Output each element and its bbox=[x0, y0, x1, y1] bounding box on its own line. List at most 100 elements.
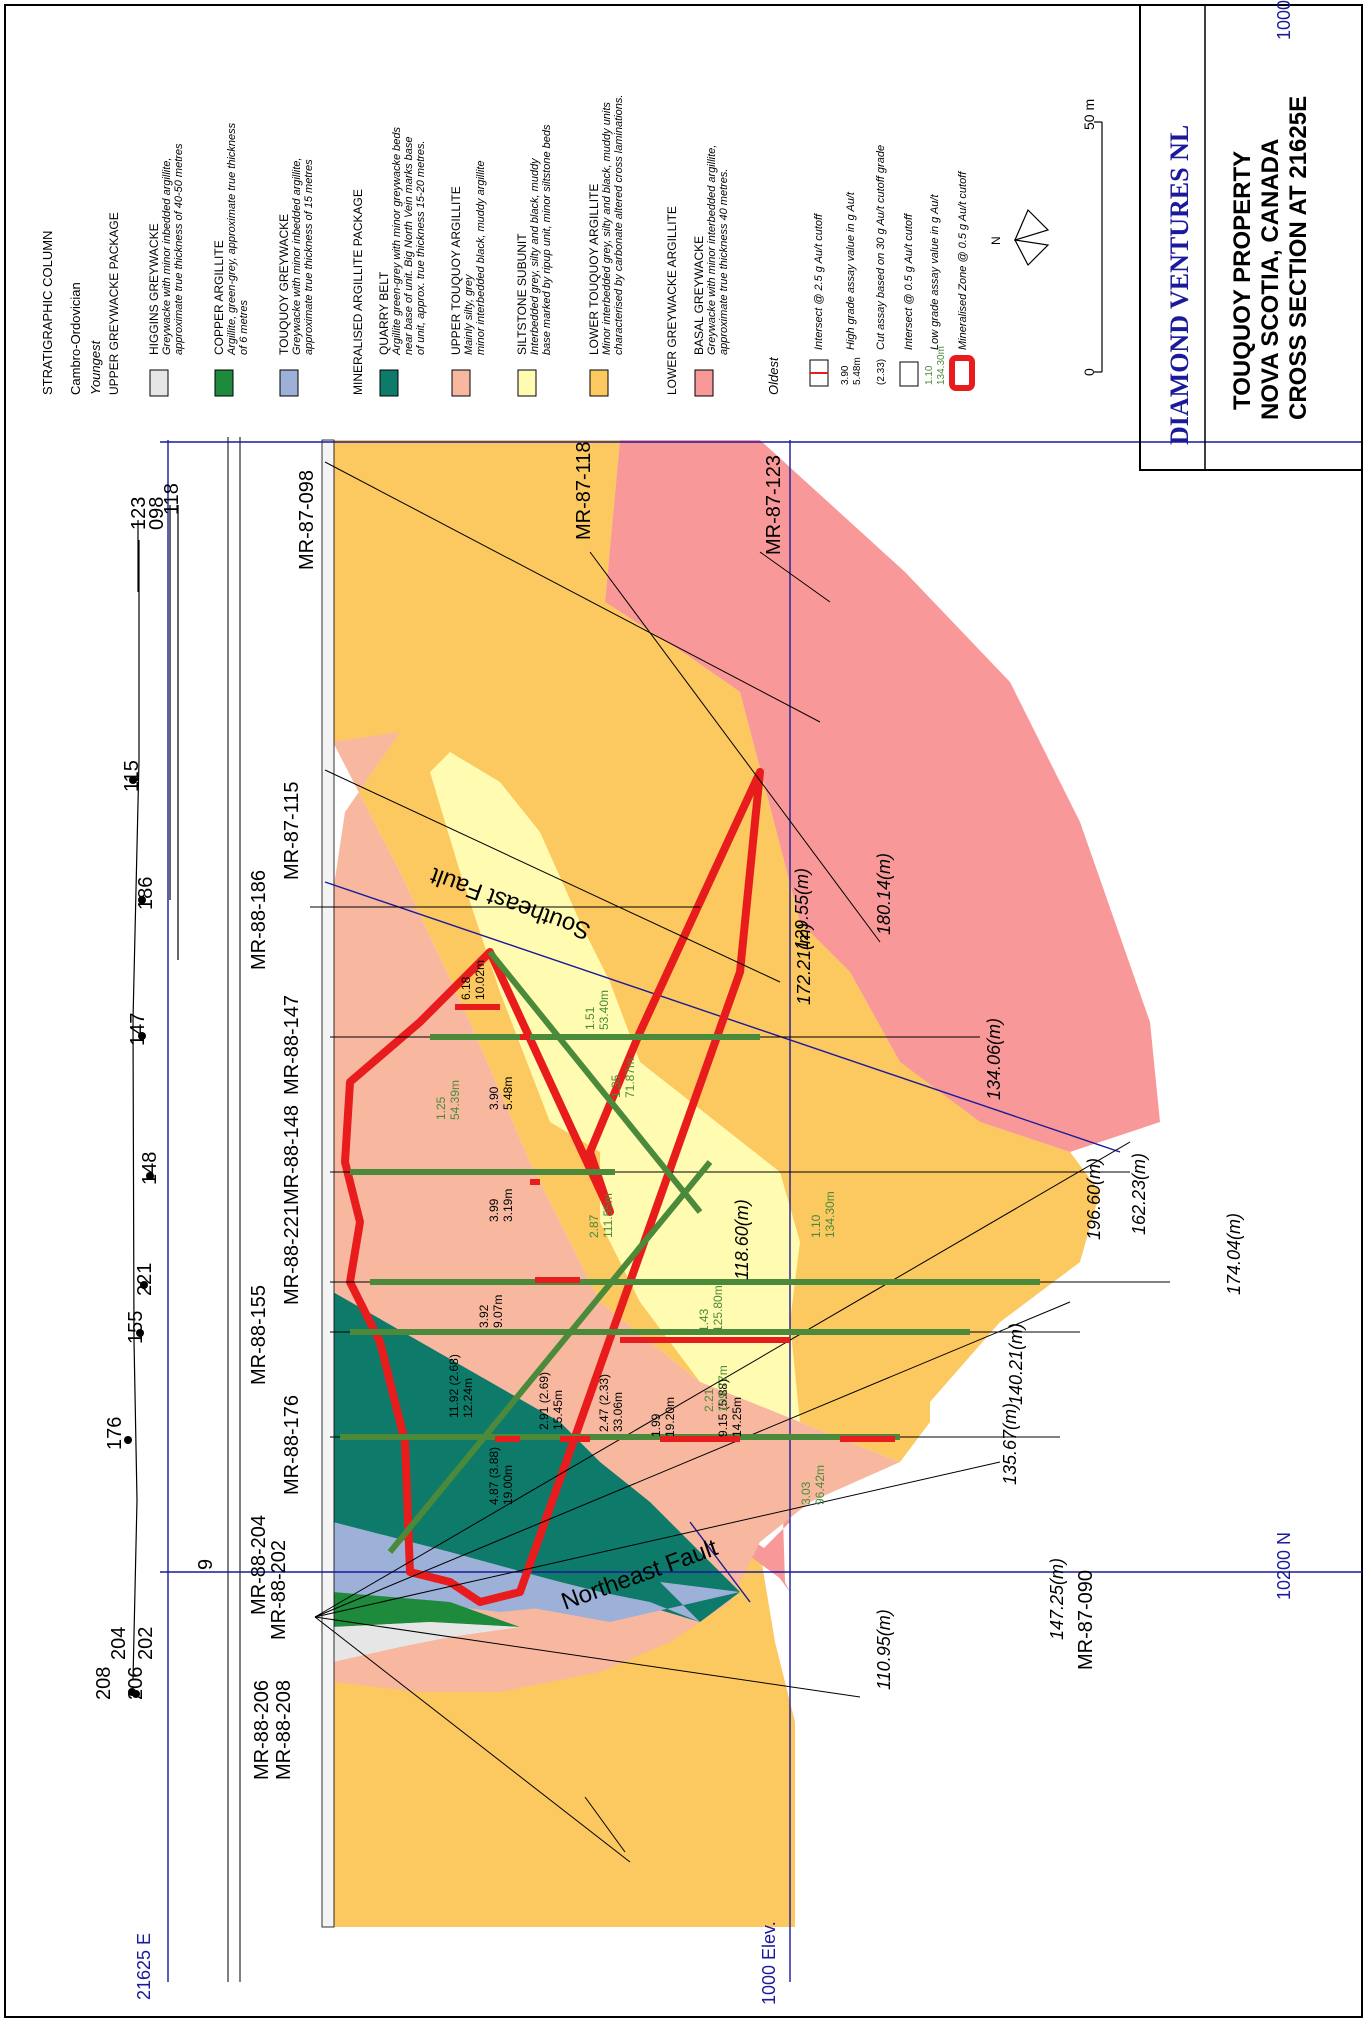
key-low-grade: Low grade assay value in g Au/t bbox=[929, 194, 941, 350]
plan-strip bbox=[124, 505, 179, 1698]
high-grade-length: 3.19m bbox=[501, 1189, 515, 1222]
high-grade-length: 19.20m bbox=[663, 1397, 677, 1437]
high-grade-length: 9.07m bbox=[491, 1295, 505, 1328]
plan-collar-label: 9 bbox=[195, 1559, 217, 1570]
legend-swatch bbox=[451, 369, 471, 397]
unit-higgins-greywacke bbox=[333, 1622, 520, 1662]
drillhole-label: MR-88-148 bbox=[281, 1105, 303, 1205]
depth-label: 174.04(m) bbox=[1224, 1213, 1244, 1295]
legend-unit-name: UPPER TOUQUOY ARGILLITE bbox=[449, 186, 463, 355]
scale-end: 50 m bbox=[1081, 99, 1097, 130]
unit-copper-argillite bbox=[333, 1592, 520, 1627]
legend-unit-desc: approximate true thickness of 15 metres bbox=[303, 159, 315, 355]
high-grade-value: 2.47 (2.33) bbox=[597, 1374, 611, 1432]
depth-label: 140.21(m) bbox=[1006, 1323, 1026, 1405]
drillhole-label: MR-88-176 bbox=[281, 1395, 303, 1495]
drillhole-label: MR-88-206 bbox=[251, 1680, 273, 1780]
legend-swatch bbox=[379, 369, 399, 397]
low-grade-value: 1.25 bbox=[434, 1096, 448, 1120]
high-grade-value: 2.91 (2.69) bbox=[537, 1372, 551, 1430]
grid-21625e: 21625 E bbox=[134, 1933, 154, 2000]
legend-unit-desc: approximate true thickness of 40-50 metr… bbox=[173, 143, 185, 355]
legend-unit-desc: Mainly silty, grey bbox=[463, 273, 475, 355]
drillhole-label: MR-87-098 bbox=[296, 470, 318, 570]
legend-unit-name: LOWER TOUQUOY ARGILLITE bbox=[587, 184, 601, 355]
legend-unit-desc: characterised by carbonate altered cross… bbox=[613, 95, 625, 355]
unit-quarry-belt bbox=[333, 1292, 740, 1622]
legend-units: HIGGINS GREYWACKE Greywacke with minor in… bbox=[147, 95, 730, 397]
depth-label: 110.95(m) bbox=[874, 1609, 894, 1690]
hole-labels: MR-87-098 MR-87-118 MR-87-123 MR-87-115 MR-8… bbox=[248, 441, 1097, 1780]
title-line-1: TOUQUOY PROPERTY bbox=[1229, 151, 1256, 410]
legend-header: STRATIGRAPHIC COLUMN bbox=[40, 231, 55, 395]
drillhole-label: MR-87-115 bbox=[281, 781, 303, 880]
legend-unit-desc: Greywacke with minor interbedded argilli… bbox=[706, 145, 718, 355]
key-ex-548: 5.48m bbox=[852, 357, 863, 385]
plan-collar-label: 221 bbox=[134, 1263, 156, 1296]
high-grade-length: 33.06m bbox=[611, 1392, 625, 1432]
high-grade-length: 14.25m bbox=[730, 1397, 744, 1437]
high-grade-length: 19.00m bbox=[501, 1465, 515, 1505]
company-name: DIAMOND VENTURES NL bbox=[1165, 125, 1194, 445]
plan-collar-label: 123 bbox=[128, 497, 150, 530]
high-grade-length: 10.02m bbox=[473, 960, 487, 1000]
legend-unit-desc: approximate true thickness 40 metres. bbox=[718, 169, 730, 355]
low-grade-length: 111.55m bbox=[601, 1193, 615, 1238]
plan-collar-label: 118 bbox=[161, 483, 183, 515]
key-cut-assay: Cut assay based on 30 g Au/t cutoff grad… bbox=[875, 145, 887, 350]
low-grade-value: 3.03 bbox=[799, 1481, 813, 1505]
low-grade-value: 1.43 bbox=[697, 1308, 711, 1332]
legend-unit-desc: near base of unit. Big North Vein marks … bbox=[403, 137, 415, 356]
plan-collar-label: 202 bbox=[135, 1627, 157, 1660]
depth-label: 172.21(m) bbox=[794, 923, 814, 1005]
drillhole-label: MR-88-155 bbox=[248, 1285, 270, 1385]
key-high-grade: High grade assay value in g Au/t bbox=[845, 191, 857, 350]
key-ex-390: 3.90 bbox=[840, 365, 851, 385]
depth-label: 134.06(m) bbox=[984, 1018, 1004, 1100]
high-grade-value: 6.18 bbox=[459, 976, 473, 1000]
high-grade-value: 11.92 (2.68) bbox=[447, 1354, 461, 1418]
legend-age: Cambro-Ordovician bbox=[68, 282, 83, 395]
high-grade-length: 15.45m bbox=[551, 1390, 565, 1430]
high-grade-value: 3.92 bbox=[477, 1304, 491, 1328]
low-grade-length: 125.80m bbox=[711, 1285, 725, 1332]
high-grade-value: 3.90 bbox=[487, 1086, 501, 1110]
legend-symbols: Intersect @ 2.5 g Au/t cutoff 3.90 5.48m… bbox=[809, 145, 975, 391]
drillhole-label: MR-87-123 bbox=[763, 455, 785, 555]
plan-collar-label: 206 bbox=[125, 1667, 147, 1700]
scale-bar: 0 50 m bbox=[1081, 99, 1103, 376]
depth-label: 196.60(m) bbox=[1084, 1158, 1104, 1240]
plan-collar-label: 208 bbox=[93, 1667, 115, 1700]
low-grade-length: 71.87m bbox=[623, 1058, 637, 1098]
legend-unit-name: HIGGINS GREYWACKE bbox=[147, 223, 161, 355]
section-frame bbox=[160, 437, 1362, 1982]
low-grade-value: 2.21 bbox=[702, 1388, 716, 1412]
depth-label: 135.67(m) bbox=[1000, 1403, 1020, 1485]
plan-collar-label: 204 bbox=[108, 1627, 130, 1660]
plan-collar-label: 115 bbox=[121, 760, 143, 792]
low-grade-length: 96.42m bbox=[813, 1465, 827, 1505]
scale-zero: 0 bbox=[1081, 368, 1097, 376]
drillhole-label: MR-87-118 bbox=[573, 441, 595, 540]
depth-label: 147.25(m) bbox=[1047, 1558, 1067, 1640]
high-grade-value: 3.99 bbox=[487, 1198, 501, 1222]
legend-swatch bbox=[589, 369, 609, 397]
high-grade-value: 9.15 (5.88) bbox=[716, 1379, 730, 1437]
legend-unit-name: SILTSTONE SUBUNIT bbox=[515, 233, 529, 355]
legend-swatch bbox=[694, 369, 714, 397]
depth-label: 129.55(m) bbox=[792, 868, 812, 950]
plan-collar-label: 098 bbox=[146, 497, 168, 530]
plan-collar-label: 155 bbox=[125, 1311, 147, 1344]
drillhole-label: MR-88-147 bbox=[281, 995, 303, 1095]
unit-basal-greywacke-right bbox=[605, 440, 1160, 1152]
legend-mineralised-package: MINERALISED ARGILLITE PACKAGE bbox=[351, 189, 365, 395]
legend-swatch bbox=[214, 369, 234, 397]
legend-unit-desc: base marked by ripup unit, minor siltsto… bbox=[541, 124, 553, 355]
drillhole-label: MR-87-090 bbox=[1075, 1570, 1097, 1670]
drillhole-label: MR-88-202 bbox=[268, 1540, 290, 1640]
title-line-2: NOVA SCOTIA, CANADA bbox=[1257, 139, 1284, 420]
north-label: N bbox=[989, 236, 1003, 245]
